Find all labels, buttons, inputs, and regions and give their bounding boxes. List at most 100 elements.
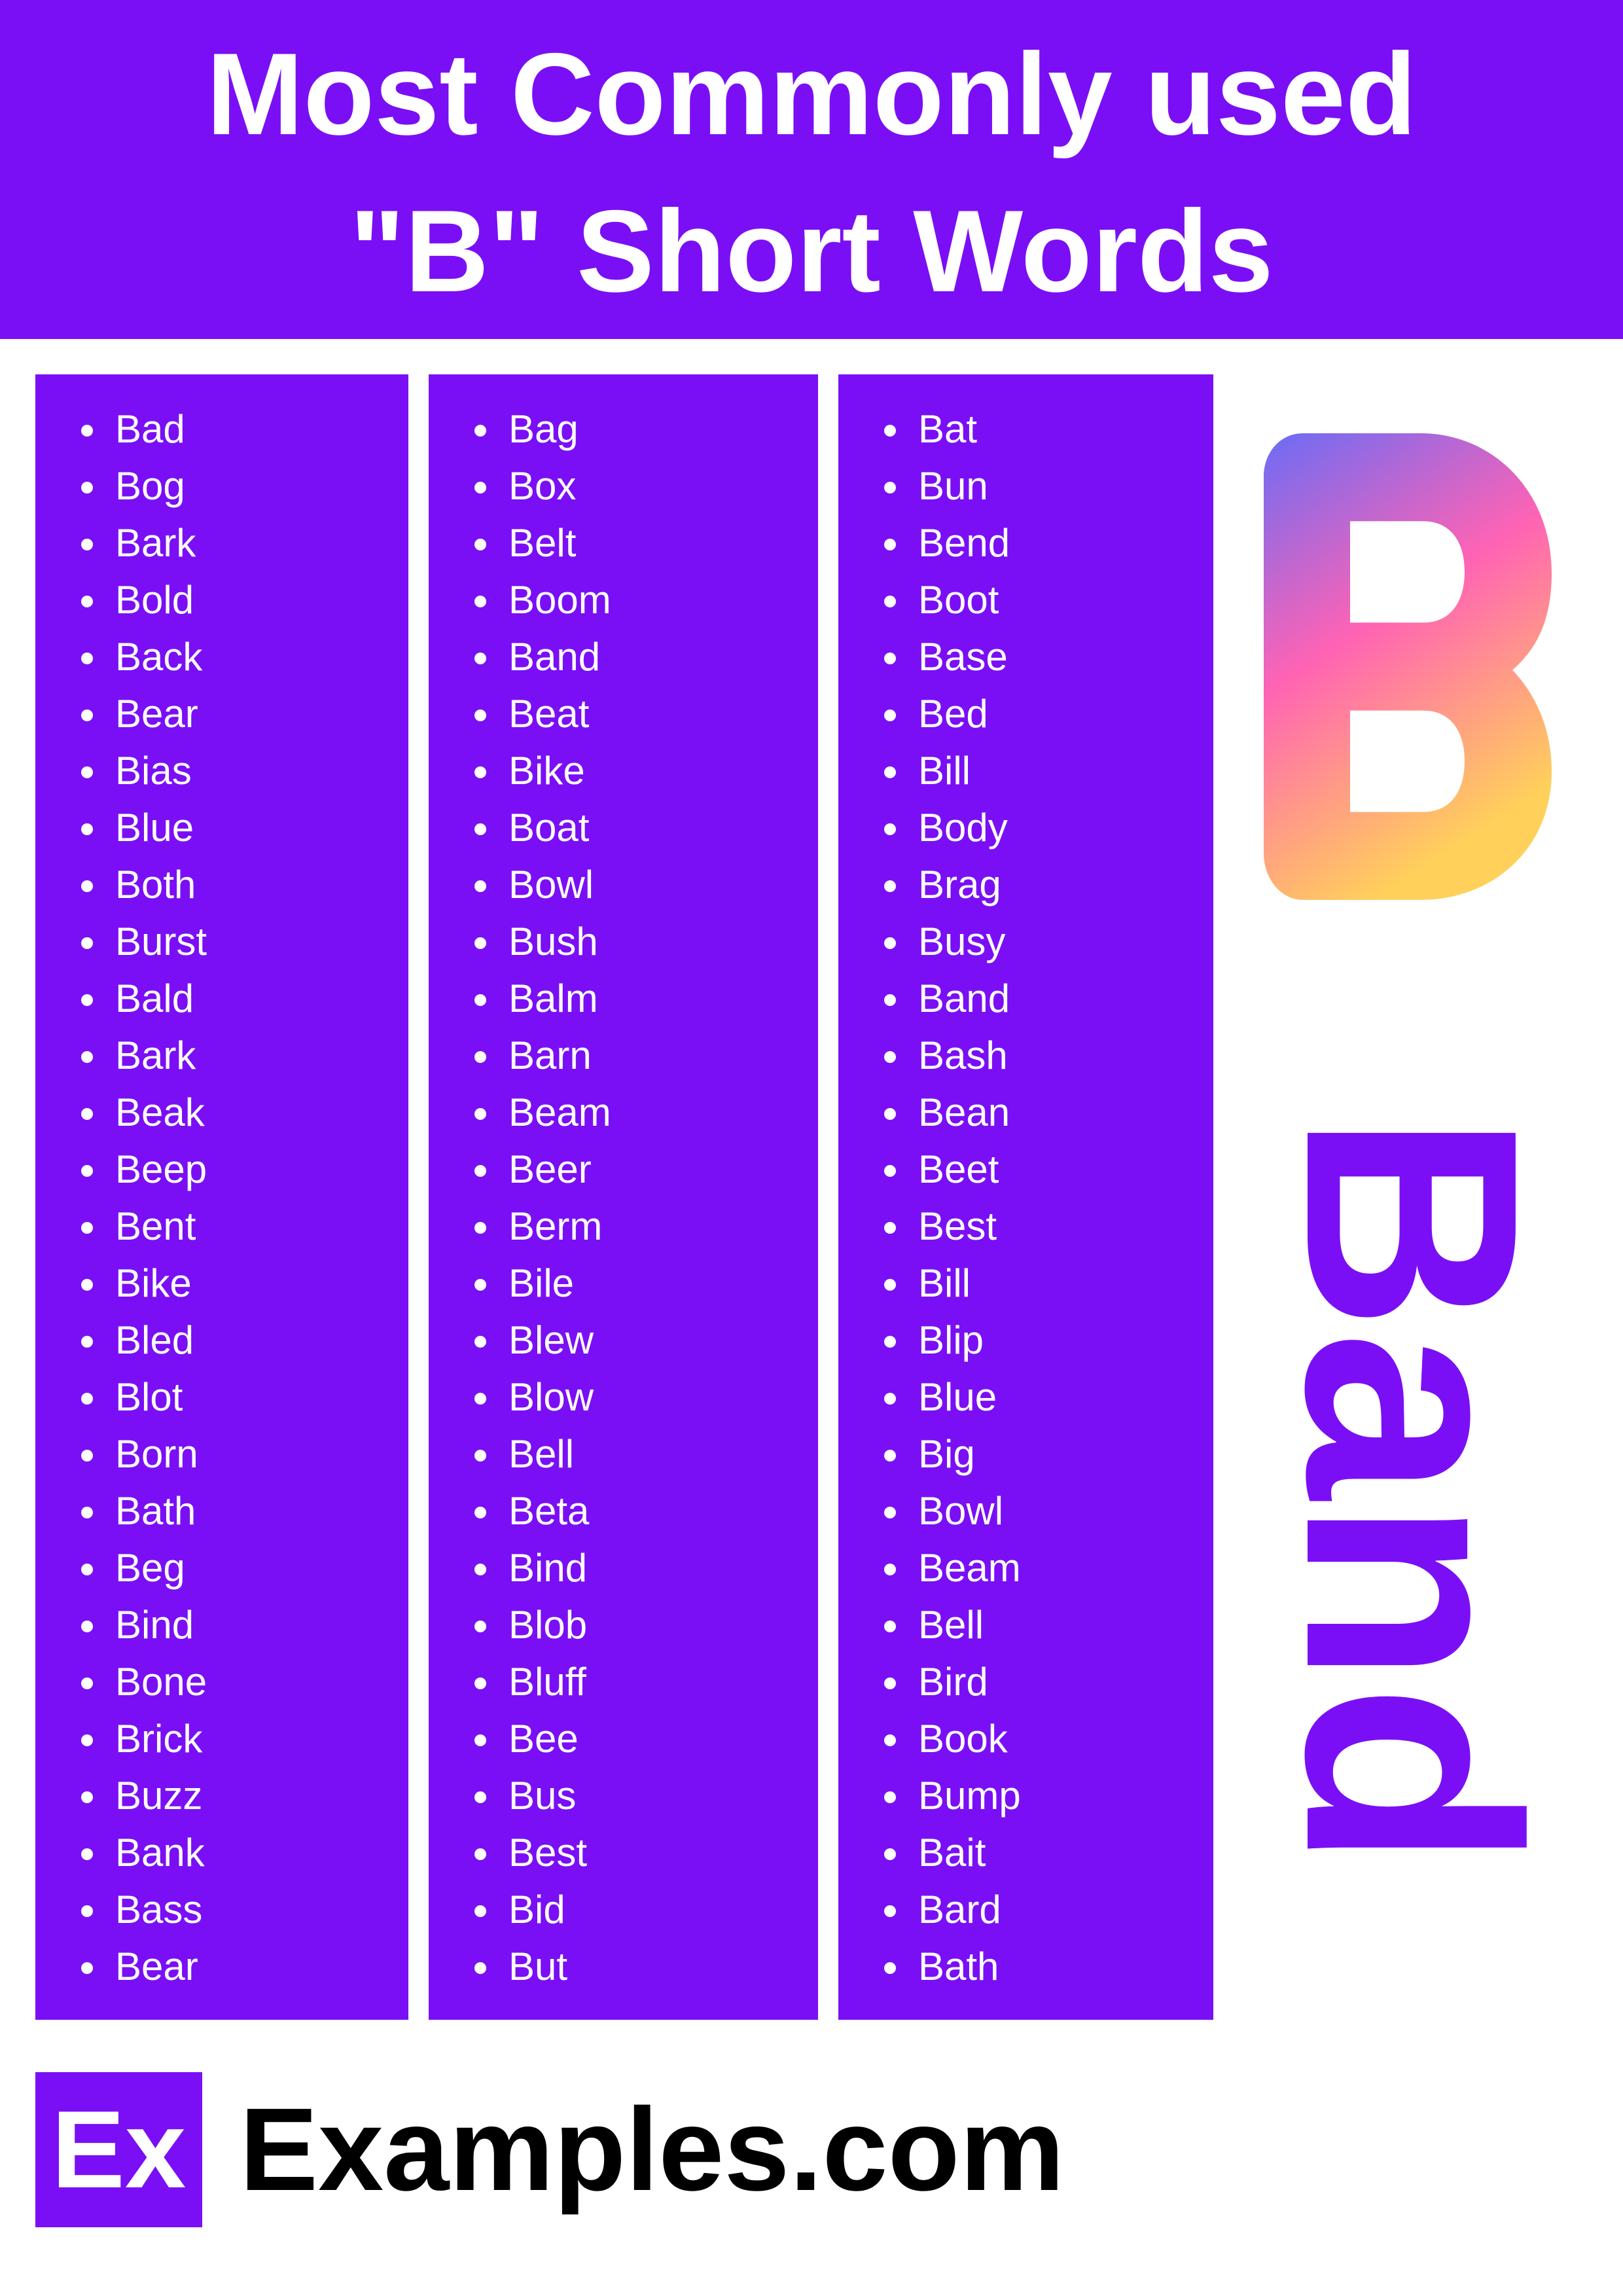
word-text: Bear	[115, 1945, 198, 1988]
bullet-icon	[884, 880, 896, 892]
word-text: Bush	[508, 920, 598, 963]
word-text: Box	[508, 464, 577, 508]
bullet-icon	[884, 1222, 896, 1234]
bullet-icon	[474, 823, 486, 835]
bullet-icon	[81, 994, 93, 1006]
word-text: Bill	[918, 1261, 971, 1305]
word-text: Bid	[508, 1888, 565, 1931]
bullet-icon	[81, 1677, 93, 1689]
word-text: Brick	[115, 1717, 203, 1761]
word-text: Beam	[508, 1090, 611, 1134]
word-text: Barn	[508, 1033, 592, 1077]
word-text: Bank	[115, 1831, 205, 1874]
bullet-icon	[81, 1848, 93, 1860]
page-title-line2: "B" Short Words	[349, 186, 1274, 316]
word-text: Body	[918, 806, 1008, 850]
bullet-icon	[474, 1222, 486, 1234]
bullet-icon	[474, 994, 486, 1006]
word-text: Bald	[115, 977, 194, 1020]
word-text: Band	[508, 635, 601, 679]
word-text: Bike	[115, 1261, 192, 1305]
bullet-icon	[81, 823, 93, 835]
word-text: Bowl	[508, 863, 594, 906]
word-text: Bold	[115, 578, 194, 622]
word-text: Bear	[115, 692, 198, 736]
word-text: Bus	[508, 1774, 577, 1818]
bullet-icon	[884, 1734, 896, 1746]
bullet-icon	[81, 539, 93, 550]
bullet-icon	[884, 1621, 896, 1632]
bullet-icon	[884, 1279, 896, 1291]
bullet-icon	[884, 482, 896, 493]
bullet-icon	[81, 880, 93, 892]
word-text: Beer	[508, 1147, 592, 1191]
bullet-icon	[884, 1791, 896, 1803]
word-text: Bluff	[508, 1660, 586, 1704]
word-text: Boom	[508, 578, 611, 622]
word-text: Beam	[918, 1546, 1021, 1590]
bullet-icon	[474, 1791, 486, 1803]
word-text: Big	[918, 1432, 975, 1476]
bullet-icon	[81, 1108, 93, 1120]
word-text: Blue	[115, 806, 194, 850]
word-text: Buzz	[115, 1774, 203, 1818]
word-text: Both	[115, 863, 196, 906]
word-text: Band	[918, 977, 1010, 1020]
word-text: Bell	[508, 1432, 575, 1476]
word-text: Beg	[115, 1546, 185, 1590]
bullet-icon	[474, 1393, 486, 1405]
bullet-icon	[474, 880, 486, 892]
word-text: Bag	[508, 407, 579, 451]
bullet-icon	[884, 1393, 896, 1405]
word-text: Belt	[508, 521, 577, 565]
word-column-2: Bag Box Belt Boom Band Beat Bike Boat Bowl Bush Ba…	[429, 374, 818, 2020]
bullet-icon	[81, 1621, 93, 1632]
word-text: Bent	[115, 1204, 196, 1248]
word-text: Bog	[115, 464, 185, 508]
word-text: Blow	[508, 1375, 594, 1419]
word-text: Bump	[918, 1774, 1021, 1818]
bullet-icon	[884, 823, 896, 835]
word-text: Bee	[508, 1717, 579, 1761]
bullet-icon	[474, 1564, 486, 1575]
bullet-icon	[81, 1165, 93, 1177]
bullet-icon	[884, 766, 896, 778]
site-name: Examples.com	[240, 2084, 1065, 2215]
bullet-icon	[474, 1962, 486, 1974]
bullet-icon	[884, 709, 896, 721]
bullet-icon	[474, 653, 486, 664]
word-text: Bowl	[918, 1489, 1004, 1533]
bullet-icon	[884, 1051, 896, 1063]
word-text: Bat	[918, 407, 978, 451]
bullet-icon	[884, 1108, 896, 1120]
word-text: Blip	[918, 1318, 984, 1362]
bullet-icon	[81, 1450, 93, 1462]
bullet-icon	[81, 1393, 93, 1405]
word-text: Base	[918, 635, 1008, 679]
word-text: Bed	[918, 692, 988, 736]
word-column-1: Bad Bog Bark Bold Back Bear Bias Blue Both Burst B…	[35, 374, 408, 2020]
header-banner: Most Commonly used "B" Short Words	[0, 0, 1623, 339]
word-text: Bird	[918, 1660, 988, 1704]
bullet-icon	[474, 1507, 486, 1518]
word-text: Bill	[918, 749, 971, 793]
word-text: Bind	[115, 1603, 194, 1647]
bullet-icon	[884, 1165, 896, 1177]
word-text: Bias	[115, 749, 192, 793]
word-text: Bun	[918, 464, 988, 508]
bullet-icon	[474, 937, 486, 949]
bullet-icon	[884, 1564, 896, 1575]
word-text: Bike	[508, 749, 585, 793]
gradient-letter-b-icon	[1264, 433, 1552, 900]
word-text: Bile	[508, 1261, 575, 1305]
word-text: Bass	[115, 1888, 203, 1931]
bullet-icon	[884, 425, 896, 437]
bullet-icon	[884, 937, 896, 949]
bullet-icon	[81, 1962, 93, 1974]
bullet-icon	[884, 1507, 896, 1518]
bullet-icon	[474, 1677, 486, 1689]
bullet-icon	[81, 425, 93, 437]
bullet-icon	[884, 1905, 896, 1917]
word-text: Bark	[115, 521, 196, 565]
word-text: Burst	[115, 920, 207, 963]
